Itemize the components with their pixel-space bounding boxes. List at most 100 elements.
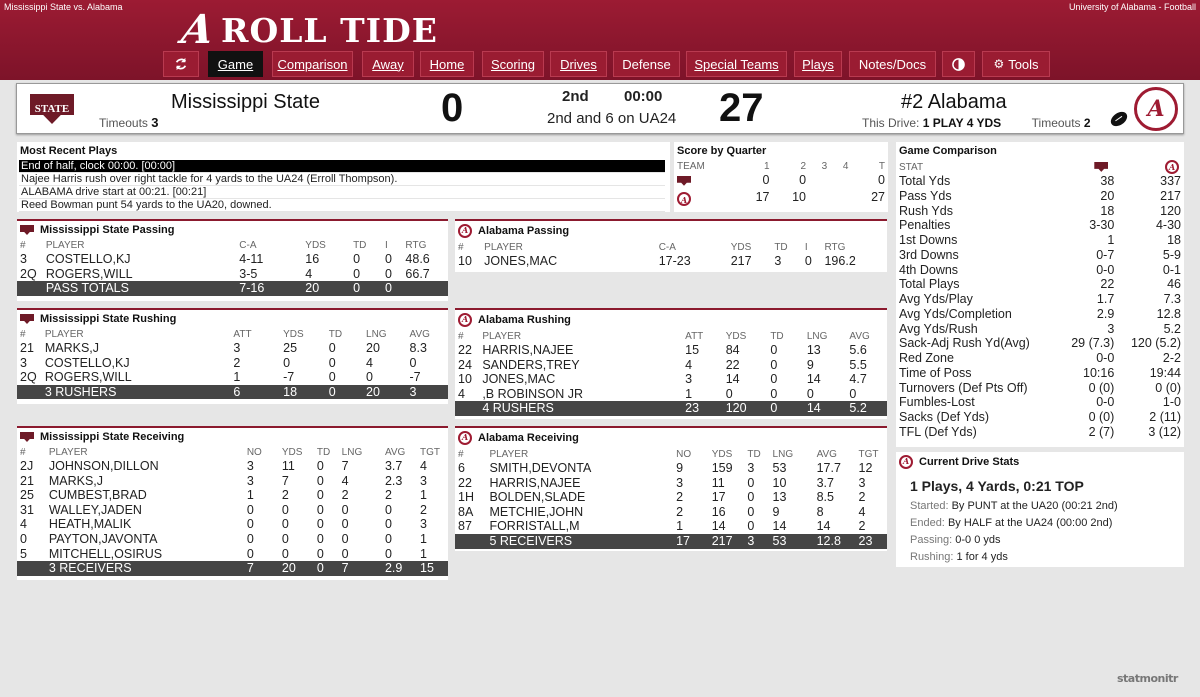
table-row[interactable]: 21 MARKS,J 3 7 0 4 2.3 3 bbox=[20, 473, 427, 488]
score-by-quarter-title: Score by Quarter bbox=[677, 145, 767, 157]
score-by-quarter-table: TEAM 1 2 3 4 T 0 0 0 17 10 27 bbox=[674, 160, 888, 208]
ms-rushing-panel: Mississippi State Rushing # PLAYER ATT YDS T… bbox=[17, 308, 448, 404]
tab-notes-docs[interactable]: Notes/Docs bbox=[849, 51, 936, 77]
table-row[interactable]: 2Q ROGERS,WILL 3-5 4 0 0 66.7 bbox=[20, 266, 430, 281]
table-row[interactable]: 1H BOLDEN,SLADE 2 17 0 13 8.5 2 bbox=[458, 490, 866, 505]
tab-plays[interactable]: Plays bbox=[794, 51, 842, 77]
table-row[interactable]: 2Q ROGERS,WILL 1 -7 0 0 -7 bbox=[20, 370, 421, 385]
gears-icon: ⚙ bbox=[993, 57, 1005, 71]
tab-comparison[interactable]: Comparison bbox=[272, 51, 353, 77]
ua-receiving-panel: Alabama Receiving #PLAYERNOYDSTDLNGAVGTG… bbox=[455, 426, 887, 551]
alabama-logo: A bbox=[1123, 85, 1189, 133]
away-score: 0 bbox=[441, 86, 464, 130]
ua-receiving-table: # PLAYER NO YDS TD LNG AVG TGT 6 SMITH,DEVONTA 9 15… bbox=[455, 448, 887, 549]
play-item[interactable]: Reed Bowman punt 54 yards to the UA20, d… bbox=[19, 199, 665, 212]
table-row[interactable]: 4 HEATH,MALIK 0 0 0 0 0 3 bbox=[20, 517, 427, 532]
drive-headline: 1 Plays, 4 Yards, 0:21 TOP bbox=[910, 478, 1084, 494]
alabama-script-logo: A bbox=[178, 6, 217, 53]
table-row[interactable]: 25 CUMBEST,BRAD 1 2 0 2 2 1 bbox=[20, 488, 427, 503]
game-comparison-panel: Game Comparison STAT Total Yds38337Pass … bbox=[896, 142, 1184, 447]
top-header: Mississippi State vs. Alabama University… bbox=[0, 0, 1200, 80]
drive-rushing: Rushing: 1 for 4 yds bbox=[910, 551, 1008, 563]
table-row[interactable]: 5 MITCHELL,OSIRUS 0 0 0 0 0 1 bbox=[20, 546, 427, 561]
table-row[interactable]: 31 WALLEY,JADEN 0 0 0 0 0 2 bbox=[20, 502, 427, 517]
game-clock: 00:00 bbox=[624, 88, 663, 105]
table-row[interactable]: 10 JONES,MAC 17-23 217 3 0 196.2 bbox=[458, 254, 856, 268]
table-row[interactable]: 21 MARKS,J 3 25 0 20 8.3 bbox=[20, 341, 427, 355]
recent-plays-panel: Most Recent Plays End of half, clock 00:… bbox=[17, 142, 670, 212]
away-timeouts-count: 3 bbox=[151, 115, 159, 130]
table-row[interactable]: 24 SANDERS,TREY 4 22 0 9 5.5 bbox=[458, 357, 867, 372]
table-row[interactable]: 3 COSTELLO,KJ 2 0 0 4 0 bbox=[20, 355, 417, 370]
brand: A ROLL TIDE bbox=[178, 6, 438, 53]
table-row[interactable]: 8A METCHIE,JOHN 2 16 0 9 8 4 bbox=[458, 504, 866, 519]
tab-scoring[interactable]: Scoring bbox=[482, 51, 544, 77]
totals-row: 5 RECEIVERS 17 217 3 53 12.8 23 bbox=[455, 533, 887, 549]
home-score: 27 bbox=[719, 86, 764, 130]
table-row[interactable]: 3 COSTELLO,KJ 4-11 16 0 0 48.6 bbox=[20, 252, 430, 266]
game-title: Mississippi State vs. Alabama bbox=[4, 2, 123, 12]
msstate-logo bbox=[677, 175, 691, 186]
brand-title: ROLL TIDE bbox=[221, 10, 438, 50]
table-row[interactable]: 0 PAYTON,JAVONTA 0 0 0 0 0 1 bbox=[20, 531, 427, 546]
comparison-row: Avg Yds/Rush 3 5.2 bbox=[899, 321, 1181, 336]
tab-drives[interactable]: Drives bbox=[550, 51, 607, 77]
table-row[interactable]: 2J JOHNSON,DILLON 3 11 0 7 3.7 4 bbox=[20, 459, 427, 473]
ua-rushing-panel: Alabama Rushing #PLAYERATTYDSTDLNGAVG22H… bbox=[455, 308, 887, 419]
comparison-row: Pass Yds 20 217 bbox=[899, 188, 1181, 203]
comparison-row: Sacks (Def Yds) 0 (0) 2 (11) bbox=[899, 410, 1181, 424]
comparison-row: 3rd Downs 0-7 5-9 bbox=[899, 247, 1181, 262]
alabama-logo bbox=[1165, 160, 1179, 174]
play-item[interactable]: ALABAMA drive start at 00:21. [00:21] bbox=[19, 186, 665, 199]
comparison-row: Turnovers (Def Pts Off) 0 (0) 0 (0) bbox=[899, 380, 1181, 395]
comparison-row: Time of Poss 10:16 19:44 bbox=[899, 365, 1181, 380]
away-team-name: Mississippi State bbox=[171, 91, 320, 113]
tab-special-teams[interactable]: Special Teams bbox=[686, 51, 787, 77]
totals-row: PASS TOTALS 7-16 20 0 0 bbox=[17, 281, 448, 296]
tools-button[interactable]: ⚙ Tools bbox=[982, 51, 1050, 77]
comparison-row: Total Plays 22 46 bbox=[899, 277, 1181, 292]
recent-plays-title: Most Recent Plays bbox=[20, 145, 118, 157]
play-item[interactable]: End of half, clock 00:00. [00:00] bbox=[19, 160, 665, 173]
theme-toggle-button[interactable] bbox=[942, 51, 975, 77]
table-header-row: # PLAYER ATT YDS TD LNG AVG bbox=[458, 331, 870, 342]
down-distance: 2nd and 6 on UA24 bbox=[547, 110, 677, 127]
main-nav: Game Comparison Away Home Scoring Drives… bbox=[0, 51, 1200, 78]
alabama-logo bbox=[458, 431, 472, 445]
comparison-row: TFL (Def Yds) 2 (7) 3 (12) bbox=[899, 424, 1181, 439]
table-row[interactable]: 87 FORRISTALL,M 1 14 0 14 14 2 bbox=[458, 519, 866, 534]
ms-passing-title: Mississippi State Passing bbox=[40, 224, 175, 236]
school-title: University of Alabama - Football bbox=[1068, 2, 1196, 12]
table-header-row: # PLAYER C-A YDS TD I RTG bbox=[458, 242, 846, 253]
ms-passing-table: # PLAYER C-A YDS TD I RTG 3 COSTELLO,KJ 4-11 16 0 0 4… bbox=[17, 239, 448, 296]
refresh-icon bbox=[175, 57, 187, 71]
contrast-icon bbox=[952, 57, 965, 71]
ms-receiving-title: Mississippi State Receiving bbox=[40, 431, 185, 443]
tab-away[interactable]: Away bbox=[362, 51, 414, 77]
totals-row: 3 RUSHERS 6 18 0 20 3 bbox=[17, 384, 448, 400]
table-header-row: # PLAYER NO YDS TD LNG AVG TGT bbox=[458, 449, 879, 460]
ua-rushing-title: Alabama Rushing bbox=[478, 314, 571, 326]
refresh-button[interactable] bbox=[163, 51, 199, 77]
table-row[interactable]: 10 JONES,MAC 3 14 0 14 4.7 bbox=[458, 372, 867, 387]
tab-game[interactable]: Game bbox=[208, 51, 263, 77]
table-row[interactable]: 22 HARRIS,NAJEE 15 84 0 13 5.6 bbox=[458, 343, 867, 357]
table-header-row: # PLAYER ATT YDS TD LNG AVG bbox=[20, 329, 430, 340]
play-item[interactable]: Najee Harris rush over right tackle for … bbox=[19, 173, 665, 186]
comparison-row: Avg Yds/Completion 2.9 12.8 bbox=[899, 306, 1181, 321]
comparison-row: Penalties 3-30 4-30 bbox=[899, 218, 1181, 233]
table-row[interactable]: 6 SMITH,DEVONTA 9 159 3 53 17.7 12 bbox=[458, 461, 873, 475]
game-comparison-title: Game Comparison bbox=[899, 145, 997, 157]
msstate-logo bbox=[1094, 161, 1109, 172]
table-row[interactable]: 4 ,B ROBINSON JR 1 0 0 0 0 bbox=[458, 386, 857, 401]
comparison-row: Total Yds 38 337 bbox=[899, 174, 1181, 188]
table-header-row: # PLAYER C-A YDS TD I RTG bbox=[20, 240, 427, 251]
tab-home[interactable]: Home bbox=[420, 51, 474, 77]
tab-defense[interactable]: Defense bbox=[613, 51, 680, 77]
ms-receiving-table: # PLAYER NO YDS TD LNG AVG TGT 2J JOHNSON,DILLON 3… bbox=[17, 446, 448, 576]
table-row[interactable]: 22 HARRIS,NAJEE 3 11 0 10 3.7 3 bbox=[458, 475, 866, 490]
ua-passing-panel: Alabama Passing #PLAYERC-AYDSTDIRTG10JON… bbox=[455, 219, 887, 272]
drive-started: Started: By PUNT at the UA20 (00:21 2nd) bbox=[910, 500, 1118, 512]
msstate-logo bbox=[20, 314, 34, 324]
comparison-row: Avg Yds/Play 1.7 7.3 bbox=[899, 292, 1181, 306]
